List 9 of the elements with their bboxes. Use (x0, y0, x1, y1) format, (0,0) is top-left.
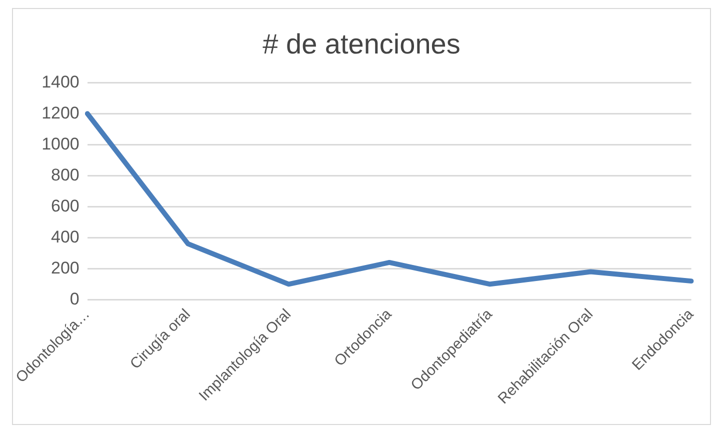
y-tick-label: 0 (70, 289, 80, 308)
y-tick-label: 800 (51, 165, 80, 184)
y-tick-label: 1200 (42, 103, 80, 122)
y-tick-label: 1000 (42, 134, 80, 154)
y-tick-label: 200 (51, 258, 80, 278)
y-tick-label: 600 (51, 196, 80, 216)
chart-title: # de atenciones (262, 28, 460, 60)
y-tick-label: 1400 (42, 72, 80, 92)
y-tick-label: 400 (51, 227, 80, 246)
